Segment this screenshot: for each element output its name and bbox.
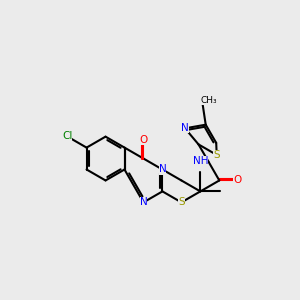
Text: Cl: Cl (62, 131, 72, 141)
Text: CH₃: CH₃ (200, 96, 217, 105)
Text: NH: NH (193, 157, 208, 166)
Text: N: N (159, 164, 166, 175)
Text: S: S (213, 150, 220, 160)
Text: S: S (178, 197, 185, 207)
Text: N: N (181, 123, 189, 133)
Text: O: O (233, 176, 242, 185)
Text: N: N (140, 197, 147, 207)
Text: O: O (139, 135, 148, 145)
